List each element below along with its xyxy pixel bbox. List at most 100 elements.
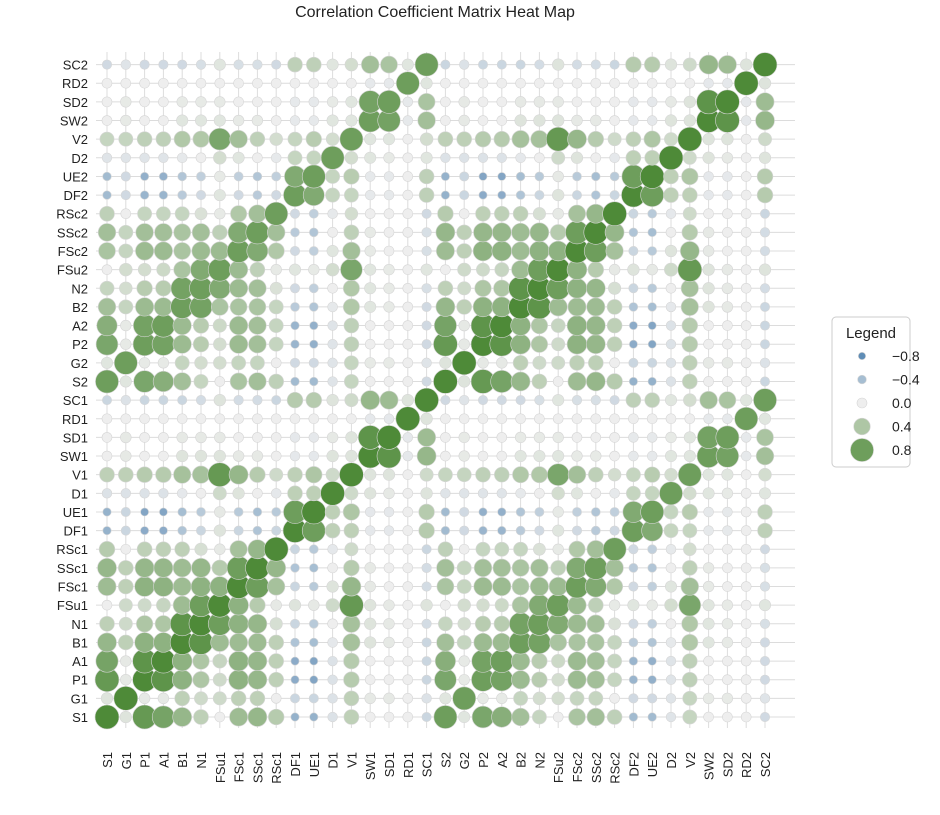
correlation-bubble-S1-S2 <box>433 705 458 729</box>
correlation-bubble-G1-B1 <box>174 690 190 707</box>
x-tick-label: SC2 <box>758 752 773 777</box>
correlation-bubble-V2-V1 <box>339 127 364 152</box>
correlation-bubble-SD1-B1 <box>176 431 188 444</box>
correlation-bubble-A1-SC1 <box>421 656 432 667</box>
correlation-bubble-DF2-SD1 <box>383 189 395 201</box>
correlation-bubble-SC2-B1 <box>177 59 188 70</box>
correlation-bubble-FSc2-SD1 <box>383 245 395 257</box>
correlation-bubble-SSc1-DF1 <box>290 563 300 573</box>
correlation-bubble-V1-V2 <box>677 462 702 487</box>
correlation-bubble-SC2-SD2 <box>717 55 737 75</box>
legend-box <box>831 316 911 468</box>
legend-marker <box>856 397 868 409</box>
correlation-bubble-SW2-UE2 <box>646 115 658 126</box>
correlation-bubble-V2-B1 <box>173 130 191 148</box>
x-tick-label: N2 <box>532 752 547 769</box>
correlation-bubble-FSc1-A2 <box>492 577 512 597</box>
correlation-bubble-FSu1-RD2 <box>740 599 752 611</box>
correlation-bubble-P2-RD2 <box>740 338 752 350</box>
correlation-bubble-S2-SC2 <box>760 376 770 387</box>
y-tick-label: B2 <box>72 300 88 315</box>
correlation-bubble-SD2-B1 <box>176 96 188 108</box>
correlation-bubble-SC1-FSu1 <box>213 393 226 407</box>
correlation-bubble-FSc1-FSu2 <box>548 577 568 597</box>
correlation-bubble-A2-N2 <box>530 316 548 335</box>
correlation-bubble-S2-FSc2 <box>567 372 587 391</box>
correlation-bubble-SC1-S2 <box>440 395 451 406</box>
correlation-bubble-FSu2-UE1 <box>308 263 320 276</box>
y-tick-label: FSc1 <box>58 580 88 595</box>
correlation-bubble-N1-A2 <box>493 615 510 632</box>
correlation-bubble-SC1-G2 <box>459 394 470 406</box>
correlation-bubble-SC2-SSc1 <box>252 59 263 70</box>
correlation-bubble-UE1-V2 <box>681 503 698 521</box>
correlation-bubble-UE2-UE2 <box>639 164 665 189</box>
correlation-bubble-FSc1-N1 <box>190 576 212 597</box>
correlation-bubble-G1-SD1 <box>383 692 395 705</box>
correlation-bubble-SD1-V2 <box>683 431 696 444</box>
correlation-bubble-SW2-FSu1 <box>213 114 226 127</box>
correlation-bubble-UE2-V1 <box>343 168 360 185</box>
correlation-bubble-V1-RD1 <box>402 469 414 480</box>
correlation-bubble-UE2-FSc1 <box>233 171 244 182</box>
correlation-bubble-D1-UE1 <box>306 485 322 502</box>
correlation-bubble-SC1-B1 <box>177 395 188 406</box>
correlation-bubble-SD1-V1 <box>345 431 358 444</box>
correlation-bubble-SW2-N2 <box>533 114 546 127</box>
correlation-bubble-RD2-N2 <box>534 77 545 89</box>
correlation-bubble-G1-FSu2 <box>551 691 565 706</box>
x-tick-label: SSc2 <box>589 752 604 783</box>
y-tick-label: S1 <box>72 710 88 725</box>
correlation-bubble-B1-SSc1 <box>247 633 267 652</box>
correlation-bubble-V2-SW2 <box>702 133 715 146</box>
x-tick-label: SW1 <box>363 752 378 780</box>
correlation-bubble-FSc2-A2 <box>491 240 513 262</box>
x-tick-label: FSu2 <box>551 752 566 783</box>
correlation-bubble-V1-SSc1 <box>249 466 266 483</box>
x-tick-label: UE1 <box>307 752 322 777</box>
correlation-bubble-RD2-RSc2 <box>609 77 620 89</box>
correlation-bubble-V1-FSc1 <box>228 464 249 485</box>
correlation-bubble-RD2-S1 <box>101 77 113 89</box>
correlation-bubble-RSc2-RSc1 <box>264 201 289 226</box>
correlation-bubble-SSc2-G1 <box>118 224 134 240</box>
correlation-bubble-B1-FSc2 <box>568 633 586 652</box>
correlation-bubble-FSu2-RSc2 <box>608 263 621 276</box>
correlation-bubble-S1-SW1 <box>364 711 376 723</box>
correlation-bubble-FSu1-FSc2 <box>567 595 587 615</box>
correlation-bubble-G1-FSc2 <box>569 690 585 706</box>
correlation-bubble-SC1-SW1 <box>360 390 381 410</box>
correlation-bubble-A2-S1 <box>96 315 118 337</box>
correlation-bubble-RSc1-UE1 <box>308 544 319 555</box>
y-tick-label: P2 <box>72 337 88 352</box>
correlation-bubble-G2-P1 <box>138 357 151 369</box>
correlation-bubble-P2-SW1 <box>364 338 376 350</box>
correlation-bubble-RD2-A1 <box>158 77 169 89</box>
correlation-bubble-V1-V1 <box>339 462 364 487</box>
correlation-bubble-A2-UE1 <box>309 321 319 331</box>
correlation-bubble-FSu1-SSc2 <box>588 597 604 613</box>
legend-entry: 0.4 <box>853 417 912 436</box>
correlation-bubble-RSc2-G1 <box>120 208 132 220</box>
correlation-bubble-SSc2-UE1 <box>309 227 319 238</box>
correlation-bubble-A1-DF2 <box>628 656 638 666</box>
correlation-bubble-P1-SW2 <box>703 674 714 686</box>
correlation-bubble-SD2-A1 <box>158 96 169 108</box>
correlation-bubble-D1-FSc2 <box>570 487 583 500</box>
correlation-bubble-V1-P2 <box>475 466 491 483</box>
correlation-bubble-P1-RSc1 <box>268 671 284 688</box>
correlation-bubble-FSu2-SSc1 <box>249 261 266 278</box>
correlation-bubble-SD1-FSc2 <box>571 432 583 443</box>
correlation-bubble-SC2-FSc1 <box>233 59 244 70</box>
correlation-bubble-SW1-SC2 <box>755 446 775 466</box>
correlation-bubble-V1-N1 <box>191 465 211 484</box>
correlation-bubble-SSc1-SD1 <box>383 562 395 574</box>
correlation-bubble-G2-RSc2 <box>609 357 620 369</box>
correlation-bubble-D2-SW2 <box>702 151 715 164</box>
correlation-bubble-FSc2-RD1 <box>402 245 414 257</box>
x-tick-label: SW2 <box>702 752 717 780</box>
correlation-bubble-SC2-FSc2 <box>571 59 583 70</box>
correlation-bubble-V1-FSc2 <box>567 465 587 484</box>
correlation-bubble-P1-V2 <box>682 671 698 688</box>
correlation-bubble-SSc1-G2 <box>456 560 472 576</box>
